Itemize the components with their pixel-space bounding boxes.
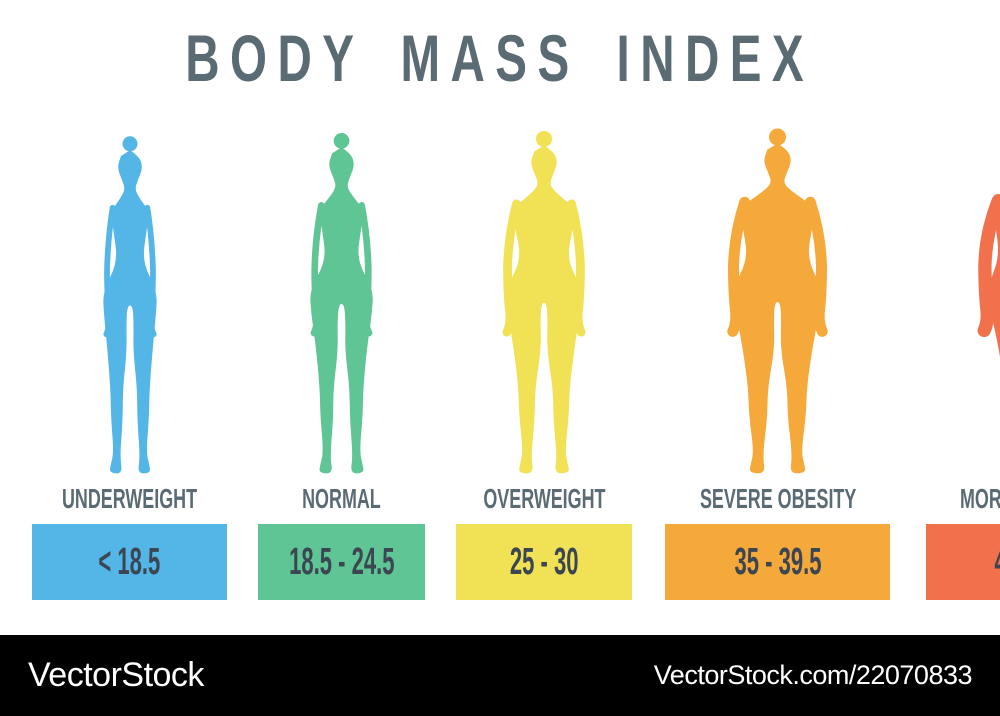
range-value: 35 - 39.5: [734, 540, 822, 583]
page-title: BODY MASS INDEX: [0, 21, 1000, 95]
bmi-column-underweight: UNDERWEIGHT < 18.5: [24, 120, 235, 600]
range-box: 40 - 44.5: [925, 524, 1000, 600]
category-label: UNDERWEIGHT: [24, 483, 235, 514]
bmi-column-normal: NORMAL 18.5 - 24.5: [251, 120, 433, 600]
category-label: MORBID OBESITY: [916, 483, 1000, 514]
category-label: OVERWEIGHT: [449, 483, 640, 514]
category-label: SEVERE OBESITY: [656, 483, 900, 514]
range-value: 40 - 44.5: [994, 541, 1000, 584]
range-box: 35 - 39.5: [665, 524, 891, 600]
category-label: NORMAL: [280, 483, 403, 514]
silhouette-underweight: [24, 120, 235, 478]
female-body-icon: [727, 128, 828, 474]
range-box: 25 - 30: [456, 524, 632, 600]
page-title-text: BODY MASS INDEX: [185, 21, 815, 95]
silhouette-overweight: [449, 120, 640, 478]
watermark-bar: VectorStock VectorStock.com/22070833: [0, 635, 1000, 716]
bmi-columns: UNDERWEIGHT < 18.5 NORMAL 18.5 - 24.5 OV…: [0, 120, 1000, 600]
female-body-icon: [977, 194, 1000, 357]
bmi-column-overweight: OVERWEIGHT 25 - 30: [449, 120, 640, 600]
category-label-text: OVERWEIGHT: [483, 483, 606, 514]
female-body-icon: [502, 130, 586, 474]
female-body-icon: [102, 136, 157, 474]
category-label-text: UNDERWEIGHT: [61, 483, 198, 514]
image-credit: VectorStock.com/22070833: [653, 660, 973, 690]
category-label-text: SEVERE OBESITY: [699, 483, 856, 514]
range-value: 25 - 30: [509, 540, 579, 583]
range-value: 18.5 - 24.5: [289, 540, 395, 583]
category-label-text: MORBID OBESITY: [959, 483, 1000, 514]
range-box: 18.5 - 24.5: [258, 524, 426, 600]
category-label-text: NORMAL: [302, 483, 382, 514]
range-value: < 18.5: [98, 540, 161, 583]
silhouette-morbid-obesity: [916, 120, 1000, 478]
female-body-icon: [310, 133, 374, 474]
vectorstock-logo: VectorStock: [28, 656, 204, 694]
bmi-column-morbid-obesity: MORBID OBESITY 40 - 44.5: [916, 120, 1000, 600]
range-box: < 18.5: [32, 524, 227, 600]
silhouette-severe-obesity: [656, 120, 900, 478]
bmi-column-severe-obesity: SEVERE OBESITY 35 - 39.5: [656, 120, 900, 600]
silhouette-normal: [251, 120, 433, 478]
